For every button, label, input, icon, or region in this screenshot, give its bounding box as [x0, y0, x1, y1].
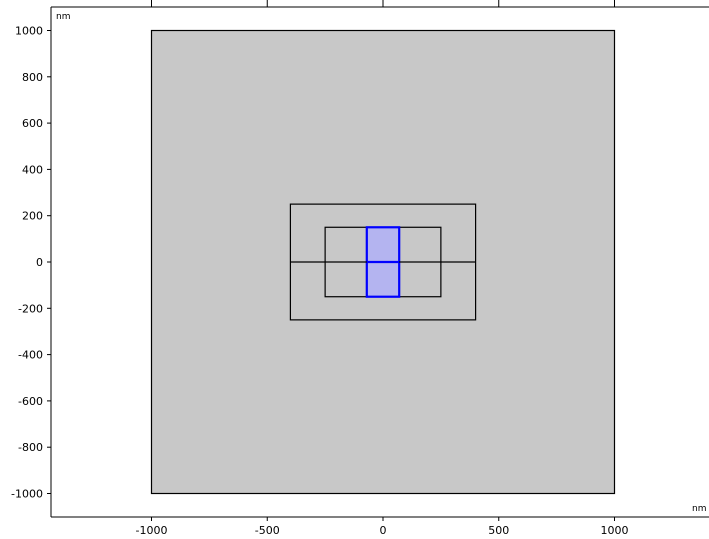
y-tick-label: -200: [18, 302, 43, 315]
y-tick-label: -400: [18, 349, 43, 362]
y-tick-label: 1000: [15, 25, 43, 38]
y-tick-label: -800: [18, 441, 43, 454]
x-tick-label: 1000: [601, 524, 629, 537]
y-tick-label: 200: [22, 210, 43, 223]
x-tick-label: -1000: [136, 524, 168, 537]
x-tick-label: 500: [488, 524, 509, 537]
y-unit-label: nm: [56, 12, 70, 22]
y-tick-label: 0: [36, 256, 43, 269]
x-tick-label: -500: [255, 524, 280, 537]
y-tick-label: 400: [22, 163, 43, 176]
x-unit-label: nm: [692, 504, 706, 514]
x-tick-label: 0: [380, 524, 387, 537]
y-tick-label: 800: [22, 71, 43, 84]
y-tick-label: 600: [22, 117, 43, 130]
y-tick-label: -1000: [11, 488, 43, 501]
y-tick-label: -600: [18, 395, 43, 408]
